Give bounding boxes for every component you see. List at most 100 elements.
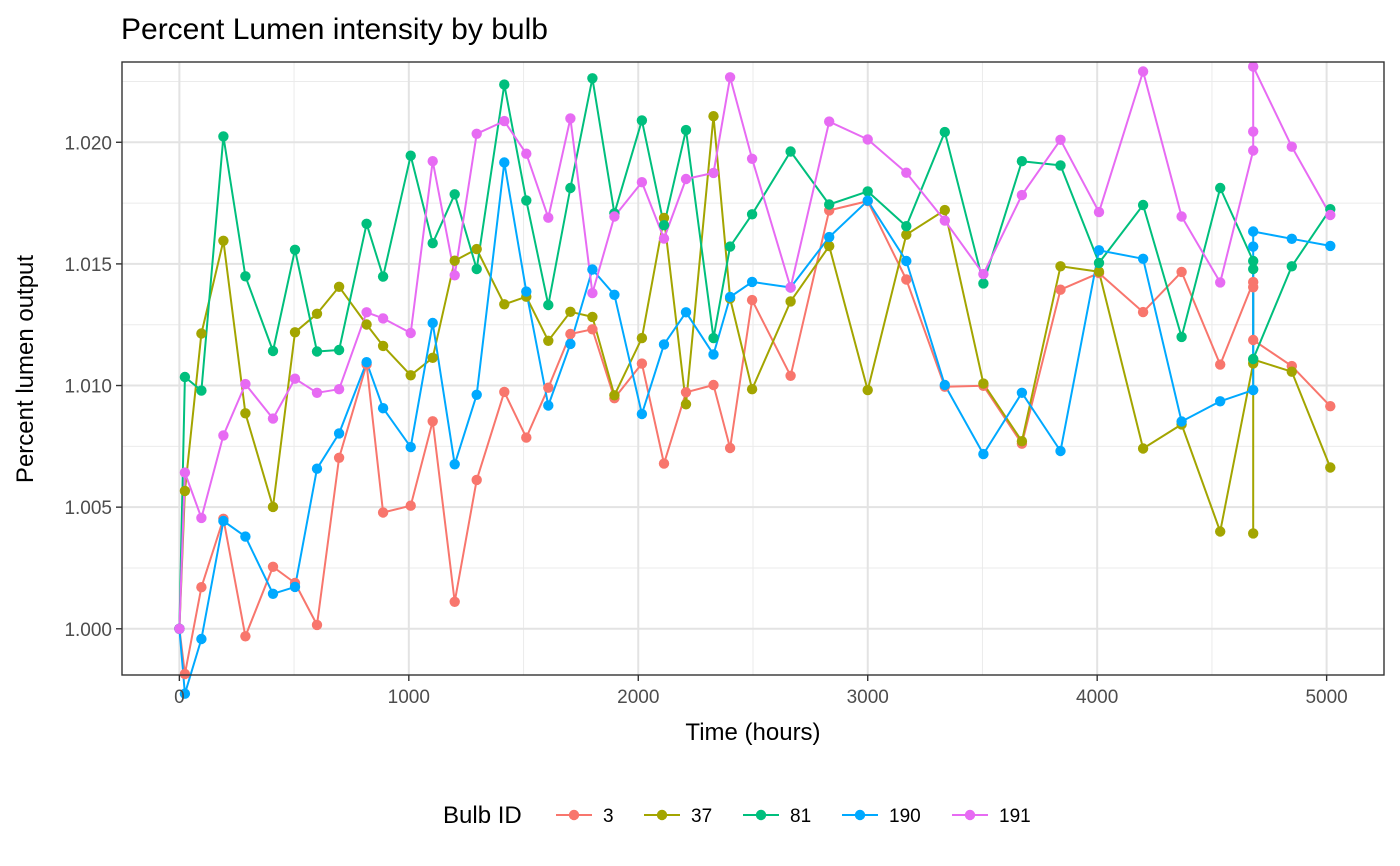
data-point-190	[862, 195, 873, 206]
data-point-191	[427, 156, 438, 167]
data-point-191	[174, 623, 185, 634]
data-point-191	[1215, 277, 1226, 288]
data-point-191	[499, 115, 510, 127]
data-point-3	[427, 416, 438, 427]
legend-title: Bulb ID	[443, 802, 522, 829]
data-point-81	[746, 209, 758, 220]
data-point-191	[901, 167, 912, 178]
data-point-190	[311, 463, 323, 474]
legend-key-point	[656, 809, 668, 821]
data-point-3	[785, 370, 796, 381]
legend-label: 191	[999, 806, 1031, 827]
data-point-37	[311, 308, 323, 319]
data-point-190	[824, 231, 835, 243]
data-point-81	[1016, 156, 1028, 167]
data-point-81	[978, 278, 989, 289]
data-point-81	[267, 345, 279, 357]
data-point-37	[1215, 526, 1226, 537]
data-point-81	[1248, 353, 1259, 365]
data-point-37	[785, 296, 796, 307]
y-tick-label: 1.005	[64, 498, 112, 519]
data-point-190	[746, 276, 758, 288]
data-point-190	[333, 428, 345, 439]
legend-label: 37	[691, 806, 712, 827]
data-point-37	[218, 235, 229, 246]
data-point-191	[1176, 211, 1187, 222]
data-point-37	[543, 335, 554, 346]
data-point-37	[939, 204, 950, 216]
data-point-81	[824, 199, 835, 210]
data-point-190	[405, 441, 416, 453]
data-point-81	[1137, 199, 1149, 211]
data-point-3	[901, 274, 912, 285]
data-point-191	[1248, 61, 1259, 72]
data-point-190	[978, 448, 989, 460]
data-point-81	[240, 271, 251, 282]
data-point-191	[333, 384, 345, 395]
data-point-37	[499, 299, 510, 310]
data-point-81	[785, 146, 796, 157]
data-point-190	[1016, 387, 1028, 398]
data-point-37	[240, 408, 251, 419]
data-point-81	[289, 244, 301, 255]
data-point-191	[708, 167, 719, 179]
data-point-191	[377, 313, 389, 324]
data-point-37	[658, 212, 670, 224]
series-layer	[174, 61, 1336, 699]
data-point-191	[1248, 145, 1259, 156]
data-point-81	[499, 79, 510, 90]
data-point-190	[1176, 416, 1187, 427]
data-point-191	[862, 134, 873, 145]
data-point-3	[1176, 266, 1187, 278]
data-point-37	[1248, 528, 1259, 539]
legend-item-81: 81	[743, 806, 811, 827]
data-point-191	[267, 413, 279, 424]
legend-label: 81	[790, 806, 811, 827]
data-point-37	[565, 306, 576, 317]
data-point-37	[636, 332, 648, 344]
x-axis-title: Time (hours)	[685, 719, 820, 746]
data-point-37	[708, 111, 719, 122]
data-point-81	[680, 124, 692, 136]
data-point-191	[196, 512, 207, 524]
data-point-190	[1286, 233, 1298, 244]
data-point-37	[824, 240, 835, 252]
data-point-81	[1055, 160, 1066, 171]
data-point-37	[1055, 261, 1066, 272]
data-point-37	[267, 501, 279, 513]
data-point-81	[449, 189, 460, 200]
data-point-37	[449, 255, 460, 266]
data-point-191	[311, 387, 323, 398]
data-point-190	[499, 157, 510, 168]
data-point-191	[680, 173, 692, 185]
data-point-37	[1286, 366, 1298, 377]
x-tick-label: 5000	[1305, 687, 1347, 708]
data-point-191	[543, 212, 554, 223]
data-point-3	[1248, 334, 1259, 346]
data-point-191	[1055, 134, 1066, 145]
data-point-190	[708, 349, 719, 360]
data-point-37	[680, 399, 692, 410]
legend-label: 190	[889, 806, 921, 827]
data-point-3	[746, 294, 758, 306]
data-point-37	[405, 370, 416, 381]
data-point-81	[708, 332, 719, 344]
data-point-3	[1055, 284, 1066, 295]
data-point-191	[824, 116, 835, 127]
data-point-3	[658, 458, 670, 469]
y-tick-label: 1.010	[64, 377, 112, 398]
data-point-3	[471, 474, 482, 486]
data-point-191	[218, 430, 229, 441]
data-point-190	[543, 400, 554, 411]
data-point-37	[289, 327, 301, 338]
data-point-191	[405, 327, 416, 339]
data-point-191	[724, 72, 736, 83]
data-point-81	[377, 271, 389, 282]
data-point-81	[1248, 255, 1259, 267]
data-point-37	[333, 281, 345, 292]
data-point-3	[543, 382, 554, 393]
x-tick-label: 2000	[617, 687, 659, 708]
data-point-190	[658, 339, 670, 350]
data-point-191	[565, 113, 576, 124]
data-point-190	[218, 515, 229, 527]
